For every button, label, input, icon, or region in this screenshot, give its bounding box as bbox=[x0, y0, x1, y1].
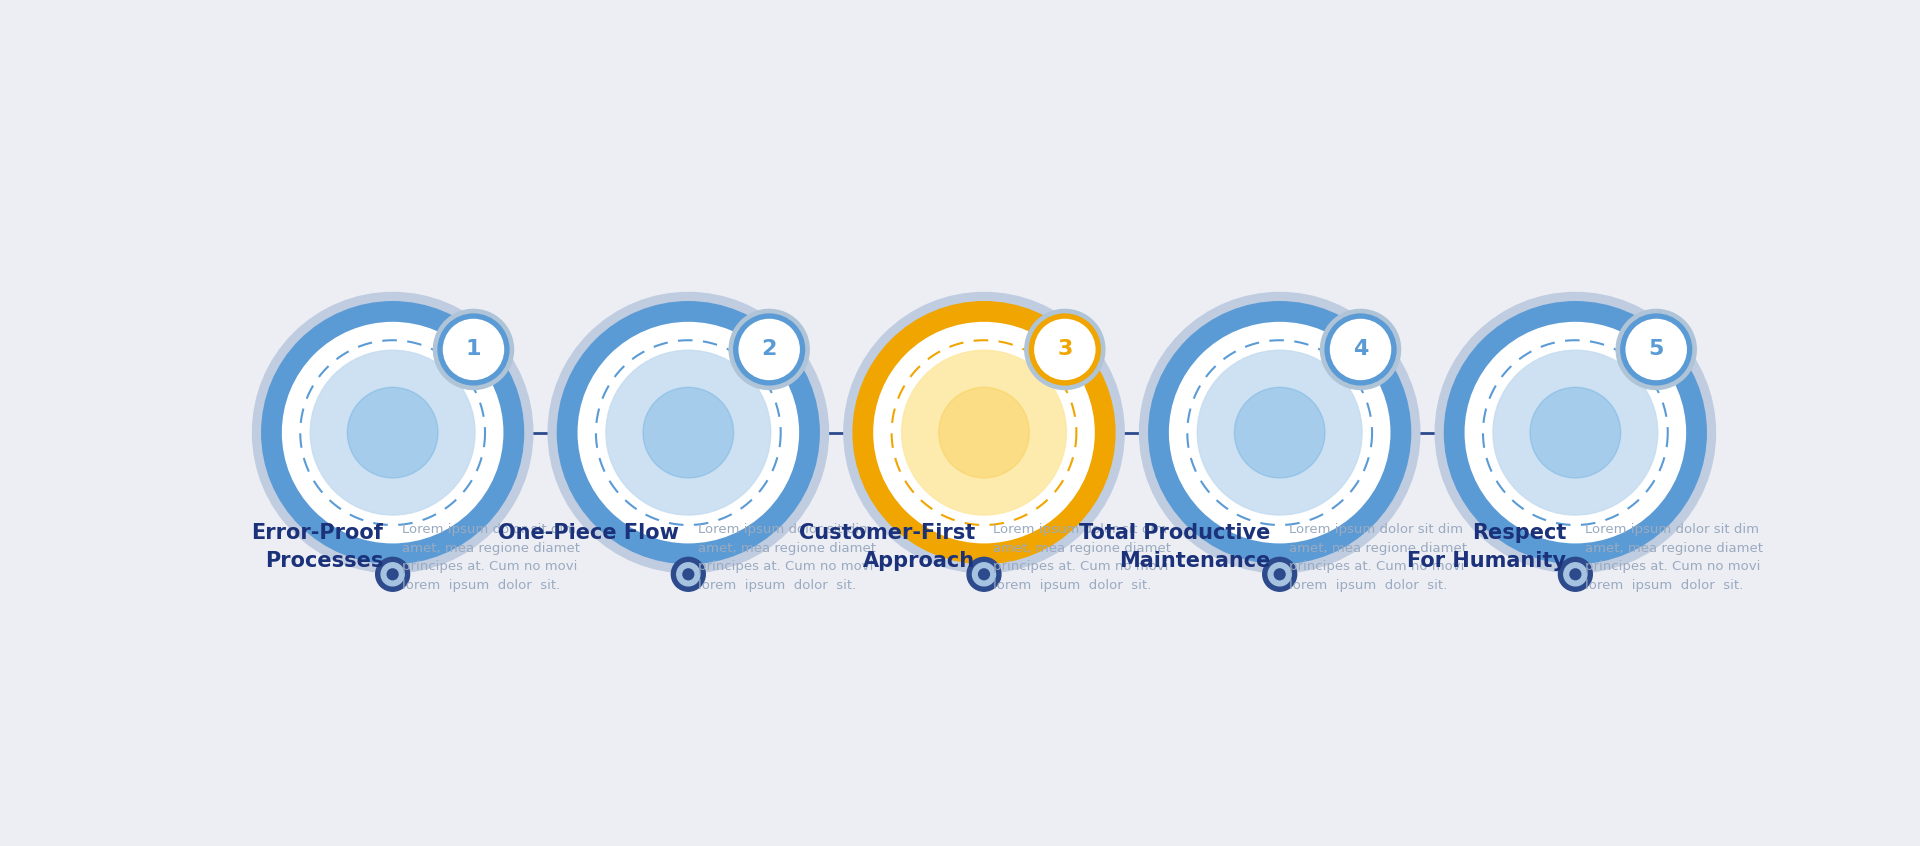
Text: Customer-First
Approach: Customer-First Approach bbox=[799, 524, 975, 571]
Circle shape bbox=[1025, 310, 1104, 389]
Circle shape bbox=[1235, 387, 1325, 478]
Circle shape bbox=[557, 302, 820, 563]
Circle shape bbox=[578, 322, 799, 543]
Circle shape bbox=[438, 314, 509, 385]
Circle shape bbox=[1530, 387, 1620, 478]
Circle shape bbox=[979, 569, 989, 580]
Circle shape bbox=[1148, 302, 1411, 563]
Text: Respect
For Humanity: Respect For Humanity bbox=[1407, 524, 1567, 571]
Circle shape bbox=[1436, 293, 1715, 573]
Text: 2: 2 bbox=[762, 339, 778, 360]
Text: 1: 1 bbox=[467, 339, 482, 360]
Text: Lorem ipsum dolor sit dim
amet, mea regione diamet
principes at. Cum no movi
lor: Lorem ipsum dolor sit dim amet, mea regi… bbox=[1584, 524, 1763, 592]
Circle shape bbox=[434, 310, 513, 389]
Circle shape bbox=[1626, 320, 1686, 380]
Circle shape bbox=[1494, 350, 1657, 515]
Text: One-Piece Flow: One-Piece Flow bbox=[497, 524, 680, 543]
Circle shape bbox=[902, 350, 1066, 515]
Circle shape bbox=[676, 563, 701, 585]
Circle shape bbox=[968, 558, 1000, 591]
Circle shape bbox=[1444, 302, 1707, 563]
Circle shape bbox=[388, 569, 397, 580]
Circle shape bbox=[282, 322, 503, 543]
Circle shape bbox=[1325, 314, 1396, 385]
Circle shape bbox=[253, 293, 532, 573]
Circle shape bbox=[311, 350, 474, 515]
Circle shape bbox=[939, 387, 1029, 478]
Text: Error-Proof
Processes: Error-Proof Processes bbox=[252, 524, 384, 571]
Text: Lorem ipsum dolor sit dim
amet, mea regione diamet
principes at. Cum no movi
lor: Lorem ipsum dolor sit dim amet, mea regi… bbox=[1288, 524, 1467, 592]
Circle shape bbox=[874, 322, 1094, 543]
Circle shape bbox=[1331, 320, 1390, 380]
Circle shape bbox=[1465, 322, 1686, 543]
Circle shape bbox=[1169, 322, 1390, 543]
Text: 3: 3 bbox=[1058, 339, 1073, 360]
Text: Lorem ipsum dolor sit dim
amet, mea regione diamet
principes at. Cum no movi
lor: Lorem ipsum dolor sit dim amet, mea regi… bbox=[401, 524, 580, 592]
Circle shape bbox=[1321, 310, 1400, 389]
Circle shape bbox=[1571, 569, 1580, 580]
Circle shape bbox=[672, 558, 705, 591]
Circle shape bbox=[1267, 563, 1292, 585]
Circle shape bbox=[845, 293, 1123, 573]
Text: 5: 5 bbox=[1649, 339, 1665, 360]
Circle shape bbox=[643, 387, 733, 478]
Circle shape bbox=[1620, 314, 1692, 385]
Circle shape bbox=[380, 563, 405, 585]
Circle shape bbox=[1029, 314, 1100, 385]
Circle shape bbox=[348, 387, 438, 478]
Circle shape bbox=[549, 293, 828, 573]
Circle shape bbox=[1140, 293, 1419, 573]
Circle shape bbox=[684, 569, 693, 580]
Circle shape bbox=[1275, 569, 1284, 580]
Circle shape bbox=[607, 350, 770, 515]
Circle shape bbox=[852, 302, 1116, 563]
Circle shape bbox=[972, 563, 996, 585]
Circle shape bbox=[1263, 558, 1296, 591]
Text: Lorem ipsum dolor sit dim
amet, mea regione diamet
principes at. Cum no movi
lor: Lorem ipsum dolor sit dim amet, mea regi… bbox=[697, 524, 876, 592]
Circle shape bbox=[1617, 310, 1695, 389]
Circle shape bbox=[730, 310, 808, 389]
Circle shape bbox=[1563, 563, 1588, 585]
Circle shape bbox=[376, 558, 409, 591]
Text: Lorem ipsum dolor sit dim
amet, mea regione diamet
principes at. Cum no movi
lor: Lorem ipsum dolor sit dim amet, mea regi… bbox=[993, 524, 1171, 592]
Circle shape bbox=[739, 320, 799, 380]
Circle shape bbox=[1559, 558, 1592, 591]
Circle shape bbox=[444, 320, 503, 380]
Text: 4: 4 bbox=[1354, 339, 1369, 360]
Circle shape bbox=[1035, 320, 1094, 380]
Circle shape bbox=[261, 302, 524, 563]
Text: Total Productive
Maintenance: Total Productive Maintenance bbox=[1079, 524, 1271, 571]
Circle shape bbox=[1198, 350, 1361, 515]
Circle shape bbox=[733, 314, 804, 385]
